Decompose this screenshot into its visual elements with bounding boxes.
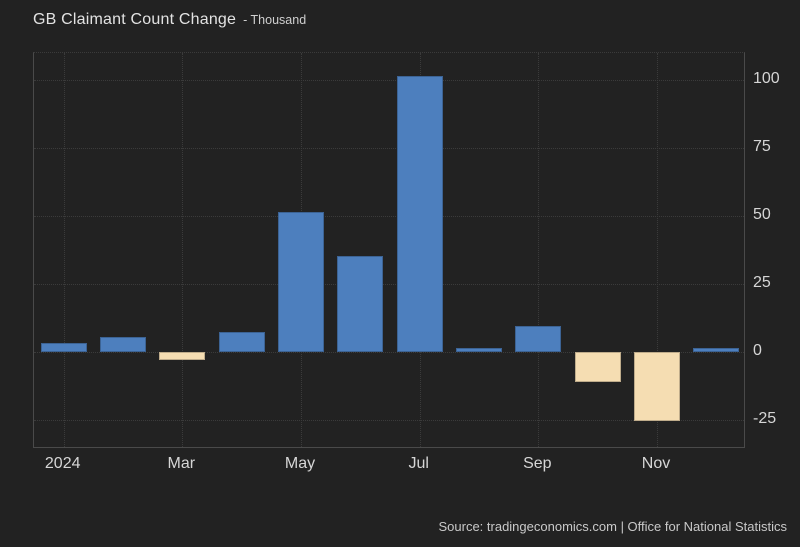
chart-title: GB Claimant Count Change: [33, 11, 237, 28]
y-tick-label-50: 50: [753, 206, 771, 224]
bar-jan-2024[interactable]: [40, 342, 87, 352]
y-tick-label-100: 100: [753, 70, 780, 88]
bar-dec-2024[interactable]: [693, 347, 740, 352]
x-gridline-Sep: [538, 53, 540, 447]
chart-header: GB Claimant Count Change - Thousand: [33, 11, 306, 29]
y-gridline-75: [34, 148, 744, 150]
bar-sep-2024[interactable]: [515, 326, 562, 352]
y-gridline-50: [34, 216, 744, 218]
x-tick-label-Jul: Jul: [408, 455, 429, 472]
y-gridline-0: [34, 352, 744, 353]
plot-area: [33, 52, 745, 448]
bar-feb-2024[interactable]: [100, 337, 146, 352]
x-gridline-Mar: [182, 53, 184, 447]
x-gridline-Nov: [657, 53, 658, 447]
x-tick-label-Sep: Sep: [523, 455, 552, 472]
y-gridline-25: [34, 284, 744, 285]
x-gridline-2024: [63, 53, 65, 447]
bar-mar-2024[interactable]: [159, 352, 206, 361]
y-gridline--25: [34, 419, 744, 421]
y-tick-label-0: 0: [753, 342, 762, 359]
x-tick-label-2024: 2024: [44, 455, 81, 472]
chart-subtitle-unit: - Thousand: [243, 13, 307, 27]
y-tick-label--25: -25: [753, 409, 777, 427]
bar-nov-2024[interactable]: [634, 352, 680, 422]
bar-aug-2024[interactable]: [456, 348, 502, 352]
y-tick-label-75: 75: [753, 138, 771, 156]
bar-oct-2024[interactable]: [574, 352, 621, 382]
y-gridline-100: [34, 80, 744, 82]
bar-may-2024[interactable]: [278, 212, 324, 352]
bar-jun-2024[interactable]: [337, 255, 384, 352]
bar-jul-2024[interactable]: [396, 76, 443, 352]
x-tick-label-May: May: [284, 455, 316, 472]
y-tick-label-25: 25: [753, 274, 771, 291]
x-tick-label-Nov: Nov: [641, 455, 671, 472]
x-tick-label-Mar: Mar: [167, 455, 196, 472]
source-credit: Source: tradingeconomics.com | Office fo…: [438, 519, 787, 534]
bar-apr-2024[interactable]: [218, 331, 265, 352]
